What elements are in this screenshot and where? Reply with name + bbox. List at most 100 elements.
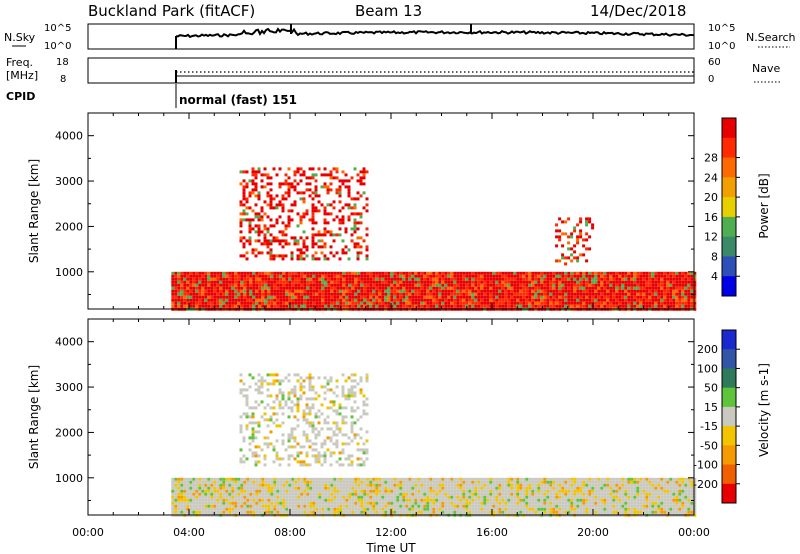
echo-cell	[333, 289, 337, 293]
echo-cell	[438, 301, 442, 305]
echo-cell	[402, 271, 406, 275]
echo-cell	[195, 510, 199, 514]
echo-cell	[579, 510, 583, 514]
echo-cell	[510, 286, 514, 290]
echo-cell	[450, 304, 454, 308]
echo-cell	[468, 277, 472, 281]
y-tick-label: 1000	[55, 266, 83, 279]
echo-cell	[339, 280, 343, 284]
echo-cell	[210, 483, 214, 487]
echo-cell	[603, 498, 607, 502]
echo-cell	[306, 298, 310, 302]
echo-cell	[444, 477, 448, 481]
echo-cell	[347, 191, 351, 195]
echo-cell	[402, 295, 406, 299]
echo-cell	[573, 501, 577, 505]
echo-cell	[213, 280, 217, 284]
echo-cell	[350, 206, 354, 210]
echo-cell	[603, 486, 607, 490]
echo-cell	[252, 289, 256, 293]
echo-cell	[411, 292, 415, 296]
echo-cell	[360, 510, 364, 514]
echo-cell	[174, 504, 178, 508]
echo-cell	[471, 271, 475, 275]
echo-cell	[600, 280, 604, 284]
echo-cell	[522, 301, 526, 305]
echo-cell	[543, 295, 547, 299]
echo-cell	[564, 286, 568, 290]
echo-cell	[573, 492, 577, 496]
echo-cell	[501, 510, 505, 514]
echo-cell	[642, 271, 646, 275]
echo-cell	[183, 483, 187, 487]
echo-cell	[326, 203, 330, 207]
echo-cell	[603, 274, 607, 278]
echo-cell	[204, 501, 208, 505]
echo-cell	[180, 277, 184, 281]
echo-cell	[294, 492, 298, 496]
echo-cell	[353, 227, 357, 231]
echo-cell	[204, 283, 208, 287]
echo-cell	[359, 215, 363, 219]
echo-cell	[311, 191, 315, 195]
echo-cell	[417, 504, 421, 508]
echo-cell	[222, 304, 226, 308]
echo-cell	[360, 283, 364, 287]
echo-cell	[260, 179, 264, 183]
echo-cell	[636, 295, 640, 299]
echo-cell	[561, 477, 565, 481]
echo-cell	[423, 477, 427, 481]
echo-cell	[408, 304, 412, 308]
echo-cell	[195, 280, 199, 284]
echo-cell	[333, 286, 337, 290]
echo-cell	[492, 292, 496, 296]
echo-cell	[681, 301, 685, 305]
echo-cell	[645, 301, 649, 305]
echo-cell	[332, 167, 336, 171]
echo-cell	[348, 301, 352, 305]
echo-cell	[456, 286, 460, 290]
echo-cell	[267, 304, 271, 308]
echo-cell	[405, 301, 409, 305]
echo-cell	[654, 304, 658, 308]
echo-cell	[450, 277, 454, 281]
echo-cell	[290, 254, 294, 258]
echo-cell	[486, 271, 490, 275]
echo-cell	[639, 477, 643, 481]
echo-cell	[546, 510, 550, 514]
echo-cell	[216, 504, 220, 508]
echo-cell	[588, 220, 592, 224]
echo-cell	[254, 230, 258, 234]
echo-cell	[519, 304, 523, 308]
echo-cell	[198, 483, 202, 487]
echo-cell	[387, 501, 391, 505]
echo-cell	[288, 498, 292, 502]
echo-cell	[315, 298, 319, 302]
echo-cell	[174, 286, 178, 290]
echo-cell	[372, 489, 376, 493]
echo-cell	[537, 289, 541, 293]
echo-cell	[332, 233, 336, 237]
echo-cell	[519, 477, 523, 481]
echo-cell	[492, 295, 496, 299]
echo-cell	[684, 286, 688, 290]
echo-cell	[315, 283, 319, 287]
echo-cell	[183, 289, 187, 293]
echo-cell	[468, 489, 472, 493]
echo-cell	[183, 280, 187, 284]
echo-cell	[315, 274, 319, 278]
echo-cell	[501, 480, 505, 484]
echo-cell	[465, 507, 469, 511]
echo-cell	[456, 283, 460, 287]
echo-cell	[435, 492, 439, 496]
echo-cell	[219, 286, 223, 290]
echo-cell	[246, 301, 250, 305]
echo-cell	[567, 495, 571, 499]
echo-cell	[660, 277, 664, 281]
echo-cell	[381, 289, 385, 293]
echo-cell	[290, 203, 294, 207]
echo-cell	[381, 510, 385, 514]
echo-cell	[318, 280, 322, 284]
echo-cell	[525, 480, 529, 484]
echo-cell	[341, 221, 345, 225]
